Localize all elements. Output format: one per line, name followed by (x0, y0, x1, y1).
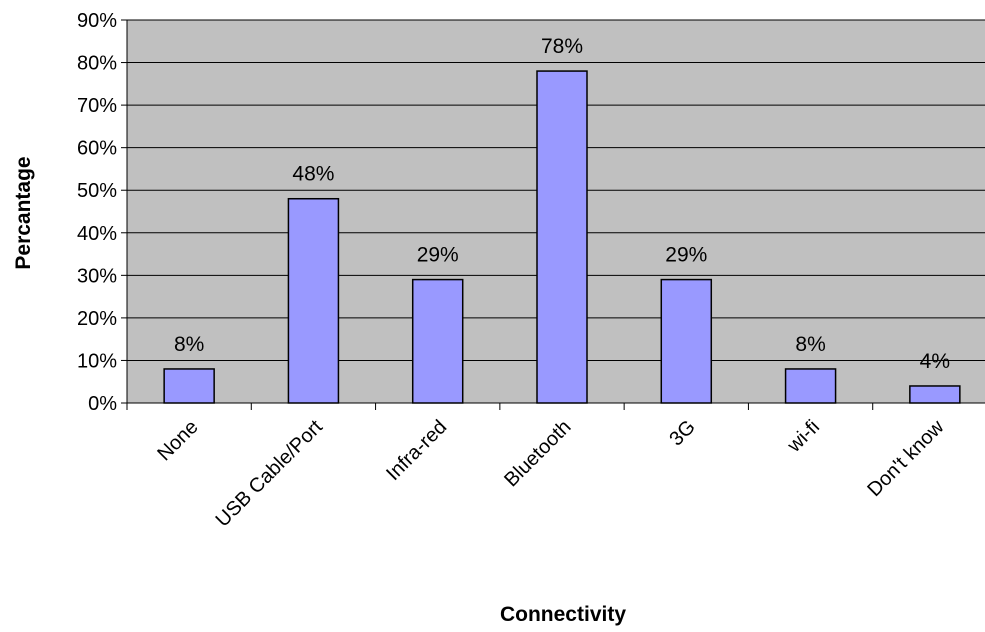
x-tick-labels: None USB Cable/Port Infra-red Bluetooth 3G wi… (153, 416, 948, 532)
y-tick-label: 20% (77, 308, 117, 330)
data-label: 4% (920, 350, 950, 373)
x-tick-label: Infra-red (382, 416, 451, 485)
bar (287, 197, 340, 404)
x-axis-title: Connectivity (500, 603, 626, 626)
y-tick-label: 70% (77, 95, 117, 117)
data-label: 48% (292, 163, 334, 186)
y-axis-title: Percantage (12, 156, 35, 269)
bar (163, 368, 215, 404)
x-tick-label: None (153, 416, 202, 465)
x-tick-label: USB Cable/Port (212, 416, 328, 532)
y-tick-label: 50% (77, 180, 117, 202)
x-tick-label: wi-fi (783, 416, 824, 457)
data-label: 8% (795, 333, 825, 356)
bar (536, 70, 588, 404)
y-tick-label: 30% (77, 265, 117, 287)
bar (411, 278, 464, 404)
data-label: 78% (541, 35, 583, 58)
axes (121, 19, 985, 410)
data-labels: 8% 48% 29% 78% 29% 8% 4% (174, 35, 950, 373)
x-tick-label: Bluetooth (500, 416, 575, 491)
y-tick-label: 80% (77, 53, 117, 75)
y-tick-label: 60% (77, 138, 117, 160)
y-tick-label: 10% (77, 350, 117, 372)
y-tick-label: 90% (77, 10, 117, 32)
bars (163, 70, 961, 404)
x-tick-label: Don't know (863, 416, 948, 501)
y-tick-label: 40% (77, 223, 117, 245)
bar (784, 368, 837, 404)
x-tick-label: 3G (665, 416, 699, 450)
data-label: 29% (417, 244, 459, 267)
data-label: 8% (174, 333, 204, 356)
bar (660, 278, 713, 404)
data-label: 29% (665, 244, 707, 267)
y-tick-label: 0% (88, 393, 117, 415)
bar (909, 385, 961, 404)
y-tick-labels: 0% 10% 20% 30% 40% 50% 60% 70% 80% 90% (77, 10, 117, 415)
